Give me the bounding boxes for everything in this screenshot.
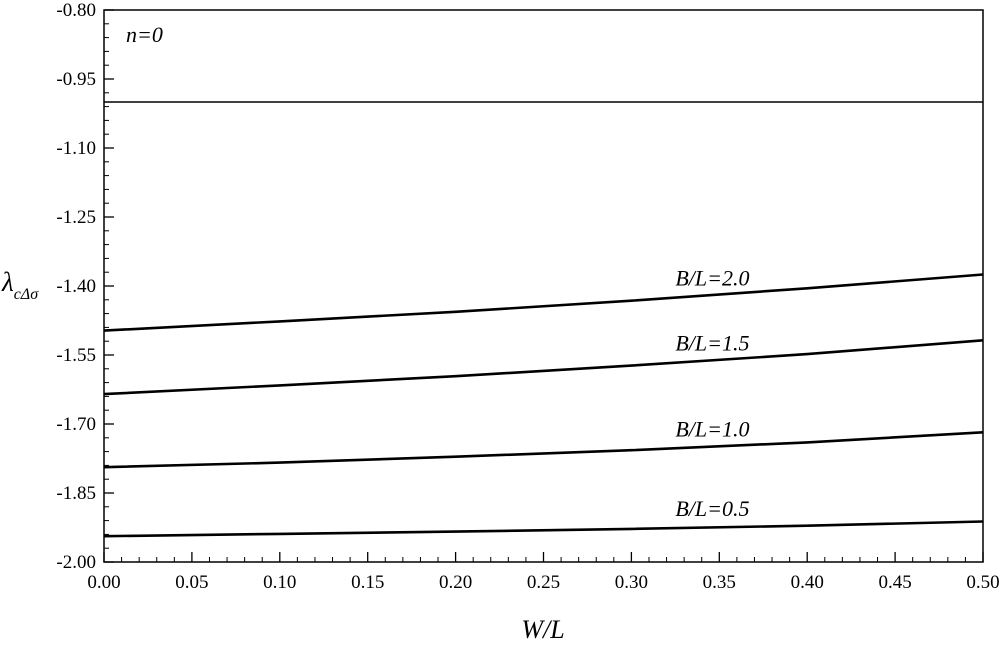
labels-layer: 0.00 0.05 0.10 0.15 0.20 0.25 0.30 0.35 0.40 0.45… xyxy=(56,0,999,593)
y-axis-title-subscript: cΔσ xyxy=(14,286,39,303)
n-annotation: n=0 xyxy=(126,22,163,47)
x-tick-label: 0.15 xyxy=(351,572,384,593)
x-tick-label: 0.25 xyxy=(527,572,560,593)
series-line-1 xyxy=(103,273,984,332)
series-line-2 xyxy=(103,339,984,396)
series-line-4 xyxy=(103,520,984,538)
y-tick-label: -2.00 xyxy=(56,552,96,573)
x-tick-label: 0.20 xyxy=(439,572,472,593)
y-axis-title-main: λ xyxy=(1,267,14,297)
y-tick-label: -0.95 xyxy=(56,69,96,90)
series-label-3: B/L=1.0 xyxy=(675,416,749,441)
series-label-1: B/L=2.0 xyxy=(675,266,749,291)
x-tick-label: 0.30 xyxy=(615,572,648,593)
x-tick-label: 0.45 xyxy=(878,572,911,593)
y-tick-label: -1.70 xyxy=(56,414,96,435)
x-axis-title: W/L xyxy=(521,615,564,644)
series-label-4: B/L=0.5 xyxy=(675,496,749,521)
y-tick-label: -1.10 xyxy=(56,138,96,159)
y-axis-title: λcΔσ xyxy=(1,267,39,303)
x-tick-label: 0.50 xyxy=(966,572,999,593)
series-layer xyxy=(103,101,984,538)
y-tick-label: -1.25 xyxy=(56,207,96,228)
x-tick-label: 0.00 xyxy=(87,572,120,593)
series-line-3 xyxy=(103,431,984,469)
plot-frame xyxy=(103,9,984,563)
x-tick-label: 0.05 xyxy=(175,572,208,593)
x-tick-label: 0.35 xyxy=(703,572,736,593)
y-tick-label: -1.55 xyxy=(56,345,96,366)
y-tick-label: -0.80 xyxy=(56,0,96,21)
x-tick-label: 0.40 xyxy=(791,572,824,593)
y-tick-label: -1.85 xyxy=(56,483,96,504)
x-tick-label: 0.10 xyxy=(263,572,296,593)
y-tick-label: -1.40 xyxy=(56,276,96,297)
series-label-2: B/L=1.5 xyxy=(675,331,749,356)
